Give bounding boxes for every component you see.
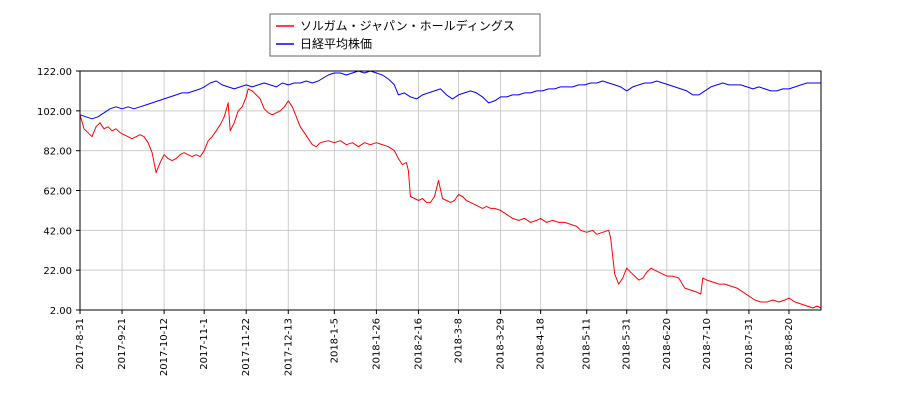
x-tick-label: 2018-6-20 — [662, 318, 673, 370]
legend: ソルガム・ジャパン・ホールディングス 日経平均株価 — [269, 13, 541, 57]
x-tick-label: 2018-8-20 — [784, 318, 795, 370]
x-axis-ticks: 2017-8-31 2017-9-21 2017-10-12 2017-11-1 201… — [75, 310, 795, 376]
x-tick-label: 2018-4-18 — [536, 318, 547, 370]
series-line-nikkei — [79, 70, 821, 120]
legend-label-nikkei: 日経平均株価 — [300, 36, 372, 51]
grid — [79, 70, 821, 311]
x-tick-label: 2017-9-21 — [117, 318, 128, 370]
x-tick-label: 2017-12-13 — [283, 318, 294, 376]
x-tick-label: 2018-5-11 — [582, 318, 593, 370]
y-tick-label: 102.00 — [37, 107, 72, 118]
legend-box — [269, 13, 541, 57]
x-tick-label: 2017-8-31 — [75, 318, 86, 370]
series-line-stock — [79, 88, 822, 309]
x-tick-label: 2017-11-1 — [199, 318, 210, 370]
y-tick-label: 2.00 — [50, 306, 72, 317]
y-tick-label: 82.00 — [43, 147, 72, 158]
x-tick-label: 2017-11-22 — [241, 318, 252, 376]
y-tick-label: 22.00 — [43, 266, 72, 277]
y-tick-label: 42.00 — [43, 226, 72, 237]
x-tick-label: 2018-1-5 — [329, 318, 340, 363]
y-tick-label: 122.00 — [37, 67, 72, 78]
y-tick-label: 62.00 — [43, 187, 72, 198]
x-tick-label: 2018-3-29 — [496, 318, 507, 370]
x-tick-label: 2018-7-31 — [744, 318, 755, 370]
x-tick-label: 2018-7-10 — [702, 318, 713, 370]
x-tick-label: 2018-2-16 — [413, 318, 424, 370]
x-tick-label: 2018-1-26 — [371, 318, 382, 370]
legend-label-stock: ソルガム・ジャパン・ホールディングス — [300, 18, 515, 33]
x-tick-label: 2018-5-31 — [622, 318, 633, 370]
x-tick-label: 2018-3-8 — [454, 318, 465, 363]
y-axis-ticks: 2.00 22.00 42.00 62.00 82.00 102.00 122.00 — [37, 67, 80, 317]
x-tick-label: 2017-10-12 — [159, 318, 170, 376]
series-lines — [79, 70, 822, 309]
